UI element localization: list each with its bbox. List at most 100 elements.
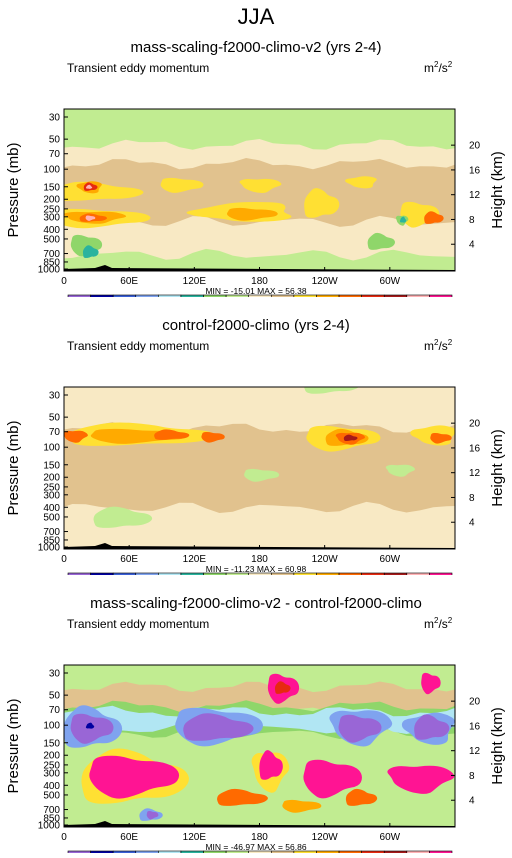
units-part: m xyxy=(424,617,434,631)
y-right-axis-label: Height (km) xyxy=(489,429,506,507)
contour-region xyxy=(414,714,450,740)
colorbar-swatch xyxy=(67,850,91,858)
y-right-tick-label: 16 xyxy=(469,165,481,176)
colorbar-swatch xyxy=(383,294,408,305)
y-right-tick-label: 8 xyxy=(469,493,475,504)
colorbar-swatch xyxy=(158,572,182,583)
min-max-stats: MIN = -15.01 MAX = 56.38 xyxy=(205,286,306,296)
contour-region xyxy=(387,765,455,794)
colorbar-swatch xyxy=(383,572,408,583)
y-tick-label: 100 xyxy=(43,165,60,176)
contour-field xyxy=(64,639,455,827)
colorbar-swatch xyxy=(383,850,408,858)
colorbar-swatch xyxy=(293,850,317,858)
contour-region xyxy=(160,177,204,193)
x-tick-label: 120W xyxy=(312,832,339,843)
contour-region xyxy=(259,750,283,780)
contour-region xyxy=(217,788,268,806)
contour-region xyxy=(343,434,358,441)
units-part: 2 xyxy=(448,616,453,625)
units-part: m xyxy=(424,61,434,75)
y-right-tick-label: 16 xyxy=(469,721,481,732)
y-right-tick-label: 20 xyxy=(469,419,481,430)
chart-title: mass-scaling-f2000-climo-v2 (yrs 2-4) xyxy=(131,39,382,56)
x-tick-label: 0 xyxy=(61,832,67,843)
units-part: 2 xyxy=(434,616,439,625)
y-tick-label: 700 xyxy=(43,805,60,816)
colorbar-swatch xyxy=(112,572,137,583)
y-tick-label: 70 xyxy=(49,427,61,438)
topography xyxy=(64,265,455,271)
colorbar-swatch xyxy=(429,572,453,583)
y-axis-label: Pressure (mb) xyxy=(5,420,22,515)
y-tick-label: 70 xyxy=(49,705,61,716)
units-label: m2/s2 xyxy=(424,60,453,75)
units-label: m2/s2 xyxy=(424,338,453,353)
y-tick-label: 500 xyxy=(43,234,60,245)
y-right-tick-label: 12 xyxy=(469,468,481,479)
y-tick-label: 300 xyxy=(43,490,60,501)
y-tick-label: 50 xyxy=(49,413,61,424)
topography xyxy=(64,821,455,827)
min-max-stats: MIN = -46.97 MAX = 56.86 xyxy=(205,842,306,852)
contour-region xyxy=(227,207,278,221)
contour-region xyxy=(297,639,348,660)
colorbar-swatch xyxy=(158,850,182,858)
contour-region xyxy=(85,184,93,189)
y-tick-label: 50 xyxy=(49,691,61,702)
x-tick-label: 120E xyxy=(183,276,207,287)
chart-panel-3: mass-scaling-f2000-climo-v2 - control-f2… xyxy=(0,588,512,858)
contour-region xyxy=(85,215,96,221)
contour-region xyxy=(70,234,103,257)
y-tick-label: 400 xyxy=(43,781,60,792)
page-title: JJA xyxy=(237,4,275,29)
y-tick-label: 100 xyxy=(43,443,60,454)
chart-panel-1: mass-scaling-f2000-climo-v2 (yrs 2-4) Tra… xyxy=(0,32,512,317)
colorbar-swatch xyxy=(338,294,362,305)
contour-region xyxy=(64,430,88,443)
x-tick-label: 180 xyxy=(251,276,268,287)
y-tick-label: 250 xyxy=(43,204,60,215)
y-tick-label: 200 xyxy=(43,195,60,206)
colorbar-swatch xyxy=(203,572,227,583)
y-tick-label: 1000 xyxy=(38,543,61,554)
colorbar-swatch xyxy=(67,294,91,305)
colorbar-swatch xyxy=(406,294,430,305)
colorbar-swatch xyxy=(316,850,340,858)
y-tick-label: 700 xyxy=(43,249,60,260)
x-tick-label: 60W xyxy=(380,832,401,843)
y-tick-label: 500 xyxy=(43,790,60,801)
colorbar-swatch xyxy=(429,850,453,858)
contour-region xyxy=(345,788,378,806)
colorbar-swatch xyxy=(67,572,91,583)
y-right-tick-label: 12 xyxy=(469,746,481,757)
y-tick-label: 1000 xyxy=(38,821,61,832)
chart-svg: mass-scaling-f2000-climo-v2 - control-f2… xyxy=(5,595,506,858)
chart-subtitle: Transient eddy momentum xyxy=(67,61,209,75)
contour-region xyxy=(175,109,221,112)
x-tick-label: 120E xyxy=(183,554,207,565)
y-tick-label: 850 xyxy=(43,813,60,824)
contour-region xyxy=(345,176,377,189)
y-axis-label: Pressure (mb) xyxy=(5,698,22,793)
y-tick-label: 250 xyxy=(43,482,60,493)
contour-region xyxy=(430,432,452,444)
y-right-tick-label: 8 xyxy=(469,771,475,782)
x-tick-label: 60E xyxy=(120,276,138,287)
colorbar-swatch xyxy=(248,572,272,583)
colorbar-swatch xyxy=(135,572,159,583)
y-tick-label: 150 xyxy=(43,460,60,471)
colorbar-swatch xyxy=(270,572,295,583)
y-tick-label: 250 xyxy=(43,760,60,771)
y-right-axis-label: Height (km) xyxy=(489,151,506,229)
chart-title: mass-scaling-f2000-climo-v2 - control-f2… xyxy=(90,595,422,612)
colorbar-swatch xyxy=(406,850,430,858)
units-part: m xyxy=(424,339,434,353)
x-tick-label: 120E xyxy=(183,832,207,843)
colorbar-swatch xyxy=(248,294,272,305)
colorbar-swatch xyxy=(90,850,114,858)
y-right-tick-label: 8 xyxy=(469,215,475,226)
units-part: 2 xyxy=(434,60,439,69)
y-right-tick-label: 20 xyxy=(469,697,481,708)
y-tick-label: 500 xyxy=(43,512,60,523)
